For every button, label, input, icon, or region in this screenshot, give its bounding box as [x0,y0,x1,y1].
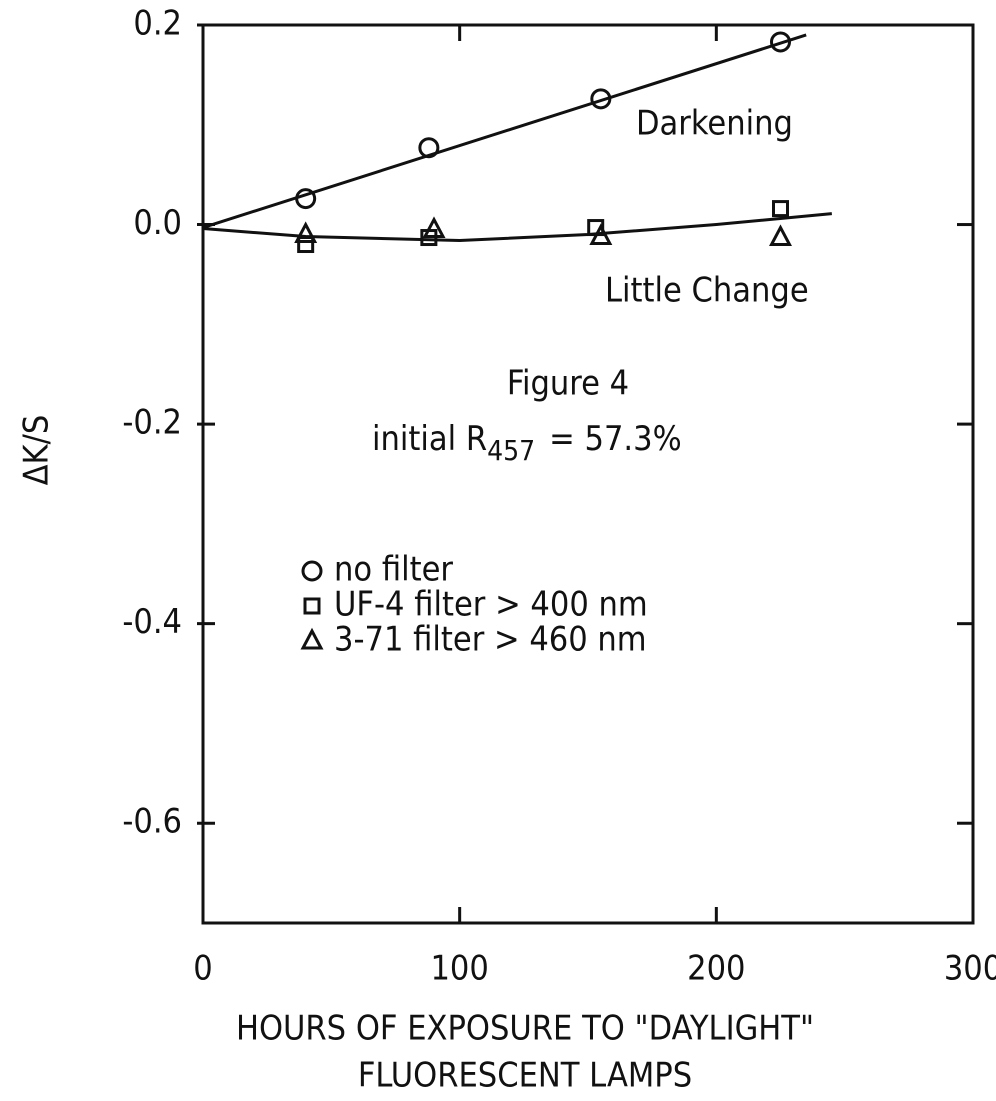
legend-marker [300,627,324,650]
x-tick-label: 200 [687,949,745,989]
data-point [422,216,446,239]
data-point [418,137,440,159]
data-point [769,224,792,247]
x-axis-title: HOURS OF EXPOSURE TO "DAYLIGHT" [236,1009,814,1049]
x-tick-label: 0 [193,949,212,989]
note-text: initial R [372,419,487,459]
fit-line [202,212,832,243]
legend-label: UF-4 filter > 400 nm [334,585,648,625]
data-point [295,188,317,210]
y-tick-label: -0.2 [122,403,182,443]
y-axis-title: ΔK/S [17,415,57,486]
plot-frame [201,23,975,925]
legend-marker [303,597,321,615]
legend-label: no filter [334,550,453,590]
note: initial R457 = 57.3% [372,419,682,468]
data-point [297,236,315,254]
fit-label: Darkening [636,104,793,144]
y-tick-label: 0.2 [133,4,182,44]
x-tick-label: 300 [944,949,996,989]
y-tick-label: -0.6 [122,802,182,842]
y-tick-label: -0.4 [122,602,182,642]
fit-label: Little Change [605,271,809,311]
fit-line [202,33,807,229]
data-point [770,31,791,53]
legend-label: 3-71 filter > 460 nm [334,620,647,660]
x-tick-label: 100 [430,949,488,989]
legend-marker [301,560,323,582]
x-axis-title: FLUORESCENT LAMPS [358,1056,692,1096]
data-point [772,200,789,218]
note-subscript: 457 [487,434,535,467]
note-suffix: = 57.3% [549,419,682,459]
data-point [590,88,612,110]
y-tick-label: 0.0 [133,203,182,243]
figure-label: Figure 4 [507,364,629,404]
data-point [294,221,318,244]
data-point [589,223,613,246]
